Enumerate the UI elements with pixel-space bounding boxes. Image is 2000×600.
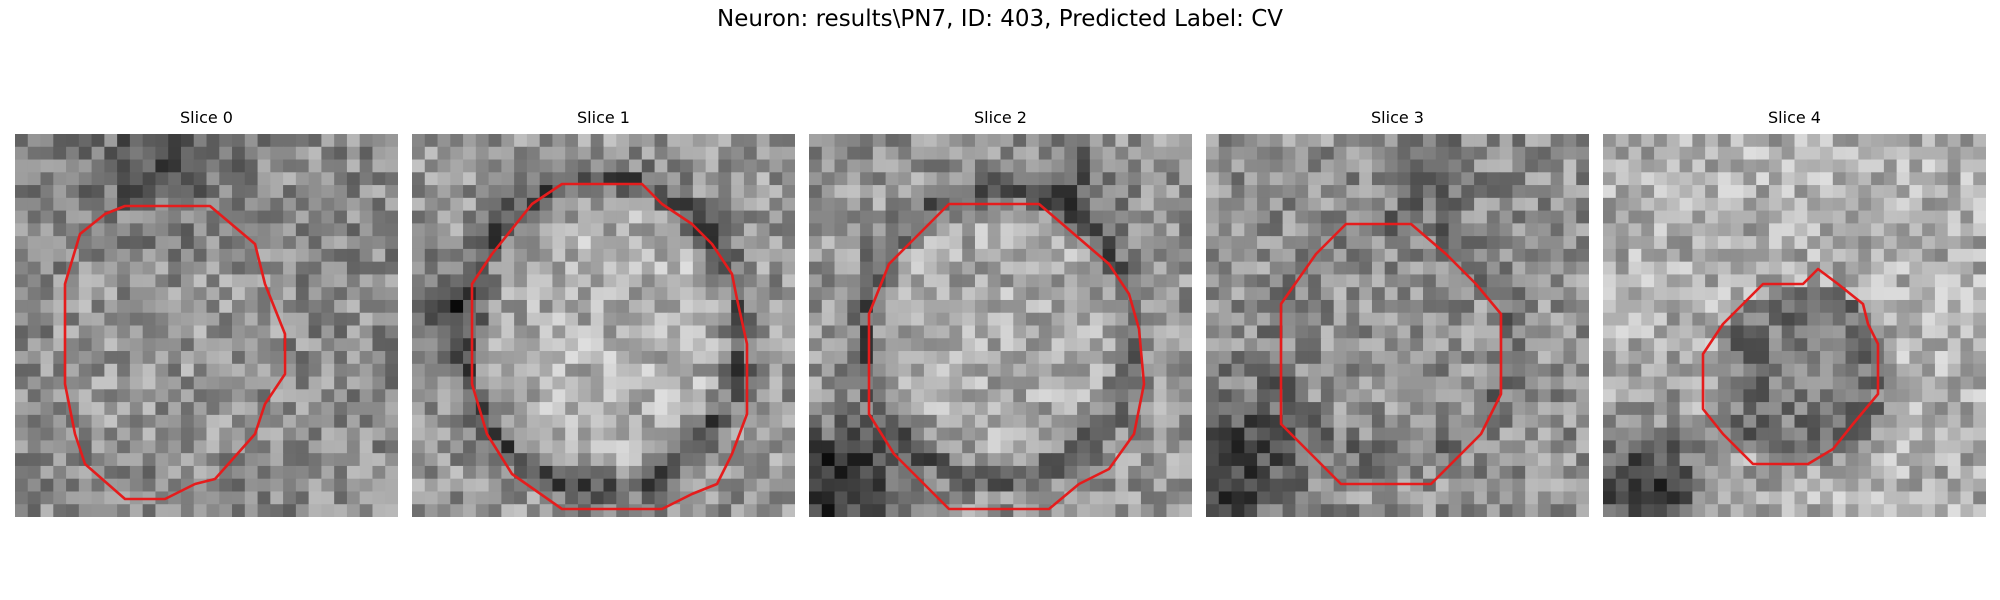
slice-image	[1603, 134, 1986, 517]
slice-title: Slice 2	[974, 108, 1027, 127]
slice-title: Slice 1	[577, 108, 630, 127]
grayscale-pixels	[15, 134, 398, 517]
grayscale-pixels	[412, 134, 795, 517]
slice-image	[809, 134, 1192, 517]
slice-panel: Slice 3	[1206, 108, 1589, 522]
slice-title: Slice 3	[1371, 108, 1424, 127]
figure-title: Neuron: results\PN7, ID: 403, Predicted …	[717, 6, 1283, 32]
cell-contour	[63, 204, 287, 501]
slice-panel: Slice 2	[809, 108, 1192, 522]
cell-contour	[1701, 267, 1880, 466]
cell-contour	[1279, 222, 1503, 486]
slice-title: Slice 4	[1768, 108, 1821, 127]
grayscale-pixels	[809, 134, 1192, 517]
grayscale-pixels	[1206, 134, 1589, 517]
slice-panel: Slice 1	[412, 108, 795, 522]
slice-panel: Slice 0	[15, 108, 398, 522]
grayscale-pixels	[1603, 134, 1986, 517]
cell-contour	[867, 202, 1146, 511]
slice-image	[412, 134, 795, 517]
slice-title: Slice 0	[180, 108, 233, 127]
slice-image	[1206, 134, 1589, 517]
cell-contour	[470, 182, 749, 511]
slice-image	[15, 134, 398, 517]
slice-panel: Slice 4	[1603, 108, 1986, 522]
